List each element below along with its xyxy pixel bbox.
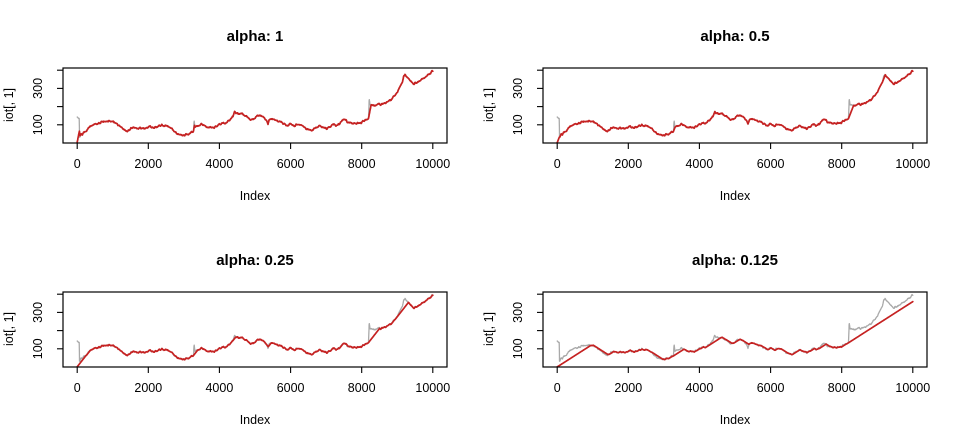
x-tick-label: 10000	[415, 157, 450, 171]
plot-box	[62, 67, 448, 144]
x-axis-label: Index	[720, 189, 751, 203]
plot-box	[542, 67, 928, 144]
x-tick-label: 0	[554, 157, 561, 171]
x-tick-label: 8000	[828, 381, 856, 395]
panel-alpha-0-125: alpha: 0.125 Index iot[, 1] 0 2000 4000 600…	[480, 224, 960, 447]
y-axis-label: iot[, 1]	[482, 312, 496, 346]
panel-title: alpha: 0.25	[216, 252, 294, 269]
smoothed-series-line	[76, 69, 434, 143]
x-axis-label: Index	[240, 189, 271, 203]
x-tick-label: 10000	[895, 381, 930, 395]
x-tick-label: 10000	[415, 381, 450, 395]
x-axis-label: Index	[720, 413, 751, 427]
y-tick-label: 100	[511, 114, 525, 135]
x-tick-label: 8000	[828, 157, 856, 171]
raw-series-line	[556, 293, 914, 362]
smoothed-series-line	[556, 69, 914, 143]
y-tick-label: 100	[511, 338, 525, 359]
x-tick-label: 8000	[348, 381, 376, 395]
x-tick-label: 2000	[614, 157, 642, 171]
panel-title: alpha: 0.5	[700, 28, 769, 45]
x-tick-label: 0	[74, 157, 81, 171]
y-axis-label: iot[, 1]	[2, 88, 16, 122]
x-tick-label: 0	[74, 381, 81, 395]
panel-alpha-1: alpha: 1 Index iot[, 1] 0 2000 4000 6000 800…	[0, 0, 480, 224]
panel-alpha-0-5: alpha: 0.5 Index iot[, 1] 0 2000 4000 6000 8…	[480, 0, 960, 224]
y-tick-label: 300	[511, 302, 525, 323]
chart-alpha-1: alpha: 1 Index iot[, 1] 0 2000 4000 6000 800…	[2, 28, 450, 203]
panel-title: alpha: 0.125	[692, 252, 778, 269]
x-tick-label: 4000	[685, 381, 713, 395]
y-tick-label: 300	[31, 78, 45, 99]
y-tick-label: 300	[511, 78, 525, 99]
x-tick-label: 6000	[277, 157, 305, 171]
y-tick-label: 300	[31, 302, 45, 323]
x-tick-label: 4000	[205, 157, 233, 171]
plot-box	[62, 291, 448, 368]
smoothed-series-line	[76, 294, 434, 367]
x-tick-label: 6000	[277, 381, 305, 395]
x-tick-label: 10000	[895, 157, 930, 171]
y-axis-label: iot[, 1]	[482, 88, 496, 122]
x-tick-label: 6000	[757, 157, 785, 171]
y-tick-label: 100	[31, 338, 45, 359]
x-tick-label: 2000	[134, 157, 162, 171]
x-tick-label: 2000	[614, 381, 642, 395]
panel-title: alpha: 1	[227, 28, 284, 45]
x-axis-label: Index	[240, 413, 271, 427]
x-tick-label: 4000	[685, 157, 713, 171]
x-tick-label: 6000	[757, 381, 785, 395]
chart-alpha-0-25: alpha: 0.25 Index iot[, 1] 0 2000 4000 6000…	[2, 252, 450, 427]
x-tick-label: 0	[554, 381, 561, 395]
plot-box	[542, 291, 928, 368]
x-tick-label: 2000	[134, 381, 162, 395]
chart-alpha-0-5: alpha: 0.5 Index iot[, 1] 0 2000 4000 6000 8…	[482, 28, 930, 203]
chart-alpha-0-125: alpha: 0.125 Index iot[, 1] 0 2000 4000 600…	[482, 252, 930, 427]
x-tick-label: 4000	[205, 381, 233, 395]
x-tick-label: 8000	[348, 157, 376, 171]
y-tick-label: 100	[31, 114, 45, 135]
y-axis-label: iot[, 1]	[2, 312, 16, 346]
smoothed-series-line	[556, 300, 914, 367]
panel-alpha-0-25: alpha: 0.25 Index iot[, 1] 0 2000 4000 6000…	[0, 224, 480, 447]
